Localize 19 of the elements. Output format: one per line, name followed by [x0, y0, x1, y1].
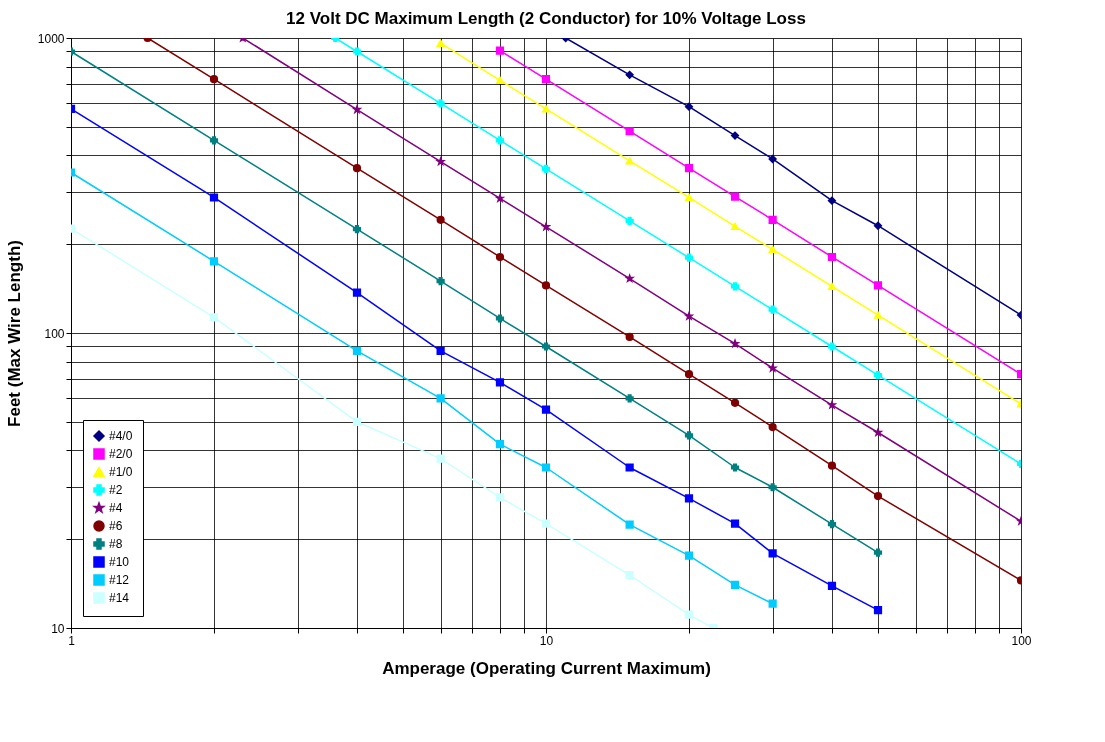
legend-label: #4 — [109, 501, 123, 515]
legend-label: #2/0 — [109, 447, 133, 461]
x-tick-label: 10 — [539, 633, 554, 648]
y-tick-label: 1000 — [37, 31, 65, 46]
y-tick-label: 100 — [44, 326, 65, 341]
legend-label: #1/0 — [109, 465, 133, 479]
legend-label: #10 — [109, 555, 130, 569]
chart-title: 12 Volt DC Maximum Length (2 Conductor) for 10% Voltage Loss — [286, 9, 806, 28]
legend-label: #6 — [109, 519, 123, 533]
x-axis-title: Amperage (Operating Current Maximum) — [382, 658, 711, 678]
y-tick-label: 10 — [51, 621, 65, 636]
y-axis-title: Feet (Max Wire Length) — [4, 240, 24, 427]
legend-label: #4/0 — [109, 429, 133, 443]
legend-label: #8 — [109, 537, 123, 551]
legend-label: #14 — [109, 591, 130, 605]
x-tick-label: 100 — [1011, 633, 1032, 648]
x-tick-label: 1 — [68, 633, 76, 648]
legend-label: #2 — [109, 483, 123, 497]
legend-label: #12 — [109, 573, 130, 587]
